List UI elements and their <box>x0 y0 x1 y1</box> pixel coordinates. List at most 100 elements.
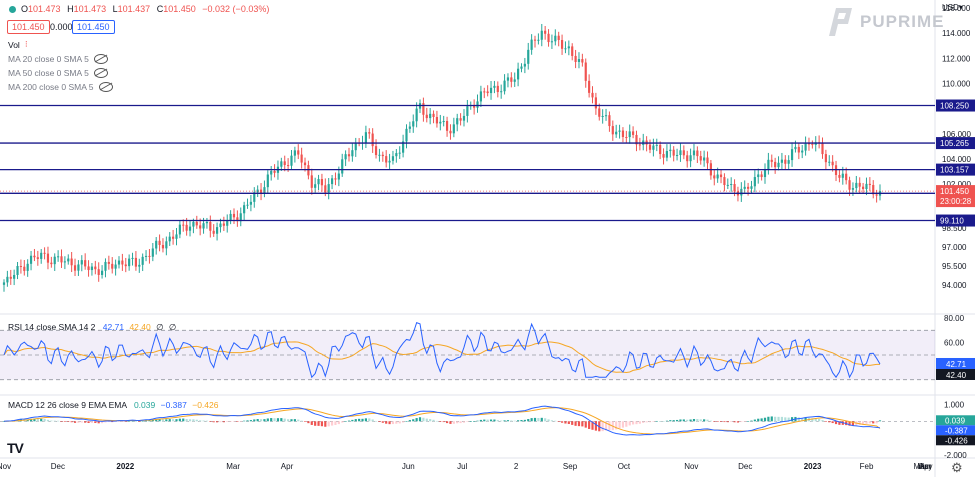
candle-body <box>682 150 685 156</box>
macd-histogram-bar <box>523 419 526 422</box>
rsi-legend-label: RSI 14 close SMA 14 2 <box>8 322 96 332</box>
macd-histogram-bar <box>801 417 804 422</box>
macd-histogram-bar <box>330 421 334 426</box>
macd-histogram-bar <box>547 419 550 422</box>
hidden-eye-icon[interactable] <box>93 68 108 78</box>
candle-body <box>405 128 408 142</box>
candle-body <box>43 252 46 254</box>
macd-histogram-bar <box>733 421 736 423</box>
gear-icon[interactable]: ⚙ <box>951 460 963 475</box>
macd-histogram-bar <box>533 417 537 422</box>
open-label: O <box>21 4 29 14</box>
macd-histogram-bar <box>158 419 161 422</box>
macd-histogram-bar <box>236 421 239 422</box>
alert-icon[interactable]: ⁝ <box>24 39 28 49</box>
bar-countdown-label: 23:00:28 <box>940 197 972 206</box>
macd-histogram-bar <box>114 421 117 422</box>
candle-body <box>40 252 43 259</box>
hidden-eye-icon[interactable] <box>93 54 108 64</box>
macd-histogram-bar <box>848 421 851 426</box>
sell-button[interactable]: 101.450 <box>7 20 50 34</box>
candle-body <box>26 263 29 271</box>
macd-histogram-bar <box>300 420 303 422</box>
candle-body <box>408 126 411 129</box>
candle-body <box>374 146 378 156</box>
macd-histogram-bar <box>266 418 269 422</box>
candle-body <box>675 155 679 157</box>
macd-histogram-bar <box>574 421 577 426</box>
macd-histogram-bar <box>209 421 212 422</box>
macd-histogram-bar <box>29 418 33 422</box>
macd-histogram-bar <box>165 419 168 422</box>
macd-histogram-bar <box>669 420 672 422</box>
candle-body <box>527 49 530 64</box>
macd-histogram-bar <box>757 418 760 422</box>
candle-body <box>821 142 824 155</box>
macd-histogram-bar <box>385 421 388 424</box>
macd-legend[interactable]: MACD 12 26 close 9 EMA EMA 0.039 −0.387 … <box>8 400 218 410</box>
volume-legend[interactable]: Vol ⁝ <box>8 39 28 50</box>
ma50-legend[interactable]: MA 50 close 0 SMA 5 <box>8 68 108 78</box>
time-tick-label: Jun <box>919 462 932 471</box>
candle-body <box>104 261 107 271</box>
macd-histogram-bar <box>476 420 479 422</box>
macd-histogram-bar <box>625 421 628 427</box>
macd-histogram-bar <box>337 421 340 425</box>
candle-body <box>266 174 269 188</box>
macd-histogram-bar <box>828 421 831 423</box>
last-price-label: 101.450 <box>940 187 969 196</box>
rsi-ma-tag <box>936 368 975 380</box>
candle-body <box>6 276 9 283</box>
candle-body <box>263 187 266 194</box>
candle-body <box>848 180 851 190</box>
buy-button[interactable]: 101.450 <box>72 20 115 34</box>
candle-body <box>435 116 439 124</box>
candle-body <box>36 257 39 259</box>
candle-body <box>124 264 127 267</box>
time-tick-label: Jun <box>402 462 415 471</box>
candle-body <box>557 35 560 40</box>
tradingview-logo-icon: TV <box>7 440 24 456</box>
hidden-eye-icon[interactable] <box>98 82 113 92</box>
candle-body <box>303 162 307 166</box>
rsi-legend[interactable]: RSI 14 close SMA 14 2 42.71 42.40 ∅ ∅ <box>8 322 176 333</box>
candle-body <box>662 154 665 158</box>
price-tick-label: 112.000 <box>942 54 971 63</box>
macd-histogram-bar <box>347 420 351 422</box>
macd-histogram-bar <box>635 421 638 425</box>
price-tick-label: 116.000 <box>942 4 971 13</box>
candle-body <box>347 154 351 157</box>
candle-body <box>185 224 188 231</box>
currency-selector[interactable]: USD▾ <box>942 3 963 12</box>
rsi-ma-tag-label: 42.40 <box>946 371 967 380</box>
candle-body <box>395 153 398 157</box>
candle-body <box>692 150 696 156</box>
macd-histogram-bar <box>40 418 43 422</box>
price-tick-label: 102.000 <box>942 180 971 189</box>
macd-value-tag <box>936 435 975 446</box>
candle-body <box>780 159 784 163</box>
macd-histogram-bar <box>851 421 855 426</box>
candle-body <box>117 260 121 265</box>
macd-histogram-bar <box>506 420 510 422</box>
macd-histogram-bar <box>834 421 838 425</box>
level-price-tag <box>936 99 975 112</box>
ma200-legend[interactable]: MA 200 close 0 SMA 5 <box>8 82 113 92</box>
candle-body <box>354 142 357 151</box>
candle-body <box>588 80 591 93</box>
candle-body <box>293 150 296 156</box>
candle-body <box>713 175 716 179</box>
ma20-legend[interactable]: MA 20 close 0 SMA 5 <box>8 54 108 64</box>
macd-histogram-bar <box>564 421 567 424</box>
candle-body <box>229 213 232 221</box>
candle-body <box>121 260 124 265</box>
macd-histogram-bar <box>280 418 283 422</box>
rsi-empty-1: ∅ <box>156 322 164 332</box>
candle-body <box>327 184 330 193</box>
candle-body <box>479 91 482 102</box>
candle-body <box>381 154 384 157</box>
macd-histogram-bar <box>432 419 435 422</box>
candle-body <box>466 106 469 116</box>
time-tick-label: Nov <box>0 462 11 471</box>
